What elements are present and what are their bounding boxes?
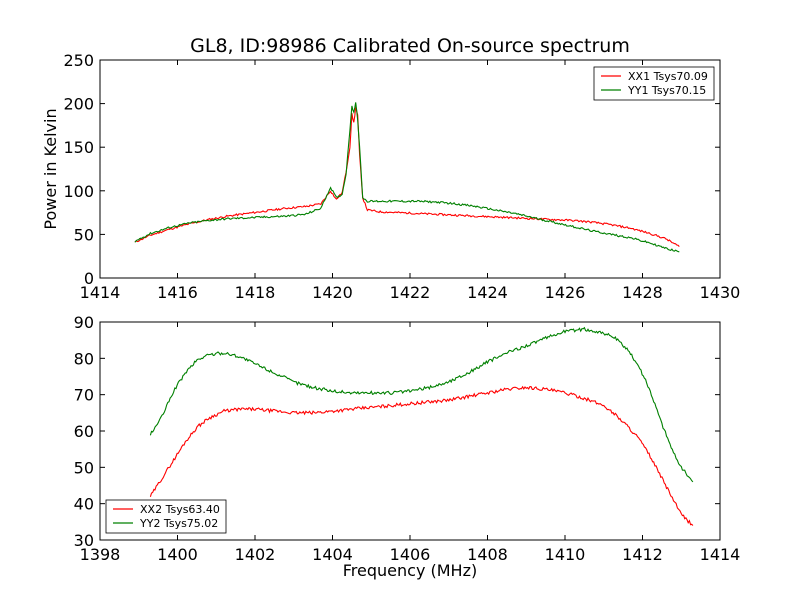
chart-title: GL8, ID:98986 Calibrated On-source spect… xyxy=(190,35,630,57)
x-tick-label: 1420 xyxy=(312,283,353,302)
x-tick-label: 1404 xyxy=(312,545,353,564)
y-tick-label: 0 xyxy=(84,269,94,288)
bottom-plot-series xyxy=(149,326,694,526)
series-line-1 xyxy=(134,106,680,247)
x-tick-label: 1414 xyxy=(700,545,741,564)
legend-label-1: XX2 Tsys63.40 xyxy=(140,503,220,516)
y-axis-label: Power in Kelvin xyxy=(41,108,60,229)
series-line-1 xyxy=(149,385,694,526)
y-tick-label: 250 xyxy=(63,51,94,70)
y-tick-label: 90 xyxy=(74,313,94,332)
x-tick-label: 1418 xyxy=(235,283,276,302)
x-tick-label: 1406 xyxy=(390,545,431,564)
legend-label-2: YY2 Tsys75.02 xyxy=(139,517,218,530)
series-line-2 xyxy=(149,326,694,483)
x-tick-label: 1408 xyxy=(467,545,508,564)
y-tick-label: 30 xyxy=(74,531,94,550)
x-tick-label: 1412 xyxy=(622,545,663,564)
legend-box xyxy=(105,499,227,534)
legend-label-1: XX1 Tsys70.09 xyxy=(628,70,708,83)
top-plot-ticks: 1414 1416 1418 1420 1422 1424 1426 1428 1430 0 50 1… xyxy=(63,51,740,302)
x-tick-label: 1400 xyxy=(157,545,198,564)
x-axis-label: Frequency (MHz) xyxy=(343,561,477,580)
bottom-plot-panel: 1398 1400 1402 1404 1406 1408 1410 1412 1414 30 40… xyxy=(74,313,741,564)
x-tick-label: 1416 xyxy=(157,283,198,302)
legend-box xyxy=(593,66,715,101)
x-tick-label: 1424 xyxy=(467,283,508,302)
legend-label-2: YY1 Tsys70.15 xyxy=(627,84,706,97)
x-tick-label: 1410 xyxy=(545,545,586,564)
y-tick-label: 60 xyxy=(74,422,94,441)
y-tick-label: 100 xyxy=(63,182,94,201)
y-tick-label: 50 xyxy=(74,458,94,477)
x-tick-label: 1422 xyxy=(390,283,431,302)
y-tick-label: 40 xyxy=(74,495,94,514)
x-tick-label: 1402 xyxy=(235,545,276,564)
x-tick-label: 1398 xyxy=(80,545,121,564)
y-tick-label: 70 xyxy=(74,386,94,405)
x-tick-label: 1430 xyxy=(700,283,741,302)
x-tick-label: 1414 xyxy=(80,283,121,302)
top-plot-panel: 1414 1416 1418 1420 1422 1424 1426 1428 1430 0 50 1… xyxy=(63,51,740,302)
y-tick-label: 80 xyxy=(74,349,94,368)
bottom-plot-ticks: 1398 1400 1402 1404 1406 1408 1410 1412 1414 30 40… xyxy=(74,313,741,564)
y-tick-label: 200 xyxy=(63,95,94,114)
series-line-2 xyxy=(134,102,680,253)
x-tick-label: 1428 xyxy=(622,283,663,302)
y-tick-label: 150 xyxy=(63,138,94,157)
top-plot-series xyxy=(134,102,680,253)
x-tick-label: 1426 xyxy=(545,283,586,302)
y-tick-label: 50 xyxy=(74,225,94,244)
